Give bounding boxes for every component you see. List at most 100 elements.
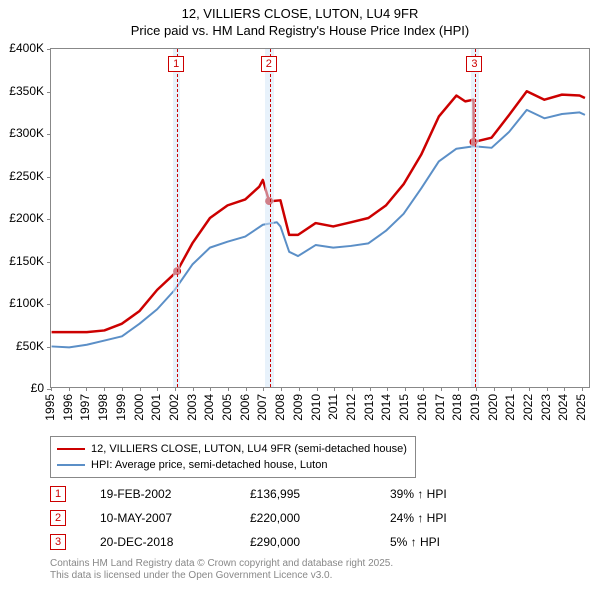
x-axis-label: 2013 bbox=[362, 394, 376, 421]
title-block: 12, VILLIERS CLOSE, LUTON, LU4 9FR Price… bbox=[0, 0, 600, 40]
x-axis-label: 2005 bbox=[220, 394, 234, 421]
x-tick bbox=[140, 387, 141, 391]
x-tick bbox=[122, 387, 123, 391]
sale-vline bbox=[270, 49, 271, 387]
sale-vline bbox=[475, 49, 476, 387]
chart-container: 12, VILLIERS CLOSE, LUTON, LU4 9FR Price… bbox=[0, 0, 600, 590]
sale-index: 3 bbox=[50, 534, 66, 550]
x-tick bbox=[334, 387, 335, 391]
x-tick bbox=[529, 387, 530, 391]
sale-marker: 2 bbox=[261, 56, 277, 72]
x-tick bbox=[210, 387, 211, 391]
x-axis-label: 2002 bbox=[167, 394, 181, 421]
x-tick bbox=[564, 387, 565, 391]
sales-table: 119-FEB-2002£136,99539% ↑ HPI210-MAY-200… bbox=[50, 482, 510, 554]
x-axis-label: 2022 bbox=[521, 394, 535, 421]
x-tick bbox=[547, 387, 548, 391]
x-axis-label: 2007 bbox=[255, 394, 269, 421]
title-subtitle: Price paid vs. HM Land Registry's House … bbox=[0, 23, 600, 38]
x-axis-label: 1997 bbox=[78, 394, 92, 421]
x-tick bbox=[423, 387, 424, 391]
y-axis-label: £50K bbox=[0, 339, 48, 353]
x-tick bbox=[104, 387, 105, 391]
x-tick bbox=[441, 387, 442, 391]
x-tick bbox=[511, 387, 512, 391]
x-axis-label: 2000 bbox=[132, 394, 146, 421]
x-tick bbox=[69, 387, 70, 391]
x-axis-label: 2003 bbox=[185, 394, 199, 421]
x-axis-label: 2024 bbox=[556, 394, 570, 421]
x-axis-label: 1996 bbox=[61, 394, 75, 421]
y-axis-label: £300K bbox=[0, 126, 48, 140]
y-axis-label: £0 bbox=[0, 381, 48, 395]
x-tick bbox=[51, 387, 52, 391]
x-axis-label: 2016 bbox=[415, 394, 429, 421]
x-axis-label: 2017 bbox=[433, 394, 447, 421]
footer-line2: This data is licensed under the Open Gov… bbox=[50, 570, 393, 582]
x-tick bbox=[370, 387, 371, 391]
x-tick bbox=[352, 387, 353, 391]
sale-index: 2 bbox=[50, 510, 66, 526]
x-tick bbox=[157, 387, 158, 391]
footer: Contains HM Land Registry data © Crown c… bbox=[50, 558, 393, 582]
sale-date: 10-MAY-2007 bbox=[100, 511, 250, 525]
x-tick bbox=[317, 387, 318, 391]
x-axis-label: 2001 bbox=[149, 394, 163, 421]
x-axis-label: 2015 bbox=[397, 394, 411, 421]
legend-row: 12, VILLIERS CLOSE, LUTON, LU4 9FR (semi… bbox=[57, 441, 407, 457]
sale-price: £220,000 bbox=[250, 511, 390, 525]
y-axis-label: £200K bbox=[0, 211, 48, 225]
footer-line1: Contains HM Land Registry data © Crown c… bbox=[50, 558, 393, 570]
x-tick bbox=[582, 387, 583, 391]
x-tick bbox=[281, 387, 282, 391]
sale-row: 2 10-MAY-2007£220,00024% ↑ HPI bbox=[50, 506, 510, 530]
x-tick bbox=[494, 387, 495, 391]
sale-row: 119-FEB-2002£136,99539% ↑ HPI bbox=[50, 482, 510, 506]
y-axis-label: £350K bbox=[0, 84, 48, 98]
x-axis-label: 2012 bbox=[344, 394, 358, 421]
x-tick bbox=[458, 387, 459, 391]
x-axis-label: 2023 bbox=[539, 394, 553, 421]
legend-label: HPI: Average price, semi-detached house,… bbox=[91, 459, 327, 471]
sale-marker: 3 bbox=[466, 56, 482, 72]
price-line bbox=[52, 91, 585, 332]
sale-delta: 39% ↑ HPI bbox=[390, 487, 510, 501]
y-axis-label: £400K bbox=[0, 41, 48, 55]
x-tick bbox=[263, 387, 264, 391]
hpi-line bbox=[52, 110, 585, 347]
x-tick bbox=[86, 387, 87, 391]
x-axis-label: 2025 bbox=[574, 394, 588, 421]
x-tick bbox=[246, 387, 247, 391]
x-axis-label: 2004 bbox=[202, 394, 216, 421]
chart-svg bbox=[51, 49, 589, 387]
sale-date: 20-DEC-2018 bbox=[100, 535, 250, 549]
sale-vline bbox=[177, 49, 178, 387]
legend-swatch bbox=[57, 448, 85, 451]
x-tick bbox=[175, 387, 176, 391]
sale-delta: 24% ↑ HPI bbox=[390, 511, 510, 525]
x-tick bbox=[476, 387, 477, 391]
sale-delta: 5% ↑ HPI bbox=[390, 535, 510, 549]
x-axis-label: 2020 bbox=[486, 394, 500, 421]
sale-price: £290,000 bbox=[250, 535, 390, 549]
x-axis-label: 2018 bbox=[450, 394, 464, 421]
sale-marker: 1 bbox=[168, 56, 184, 72]
title-address: 12, VILLIERS CLOSE, LUTON, LU4 9FR bbox=[0, 6, 600, 21]
x-tick bbox=[228, 387, 229, 391]
x-axis-label: 2019 bbox=[468, 394, 482, 421]
y-axis-label: £250K bbox=[0, 169, 48, 183]
sale-row: 3 20-DEC-2018£290,0005% ↑ HPI bbox=[50, 530, 510, 554]
x-axis-label: 1999 bbox=[114, 394, 128, 421]
legend: 12, VILLIERS CLOSE, LUTON, LU4 9FR (semi… bbox=[50, 436, 416, 478]
sale-index: 1 bbox=[50, 486, 66, 502]
x-tick bbox=[193, 387, 194, 391]
legend-row: HPI: Average price, semi-detached house,… bbox=[57, 457, 407, 473]
sale-date: 19-FEB-2002 bbox=[100, 487, 250, 501]
x-axis-label: 1995 bbox=[43, 394, 57, 421]
legend-swatch bbox=[57, 464, 85, 467]
x-tick bbox=[299, 387, 300, 391]
y-axis-label: £100K bbox=[0, 296, 48, 310]
plot-area bbox=[50, 48, 590, 388]
x-axis-label: 2021 bbox=[503, 394, 517, 421]
legend-label: 12, VILLIERS CLOSE, LUTON, LU4 9FR (semi… bbox=[91, 443, 407, 455]
